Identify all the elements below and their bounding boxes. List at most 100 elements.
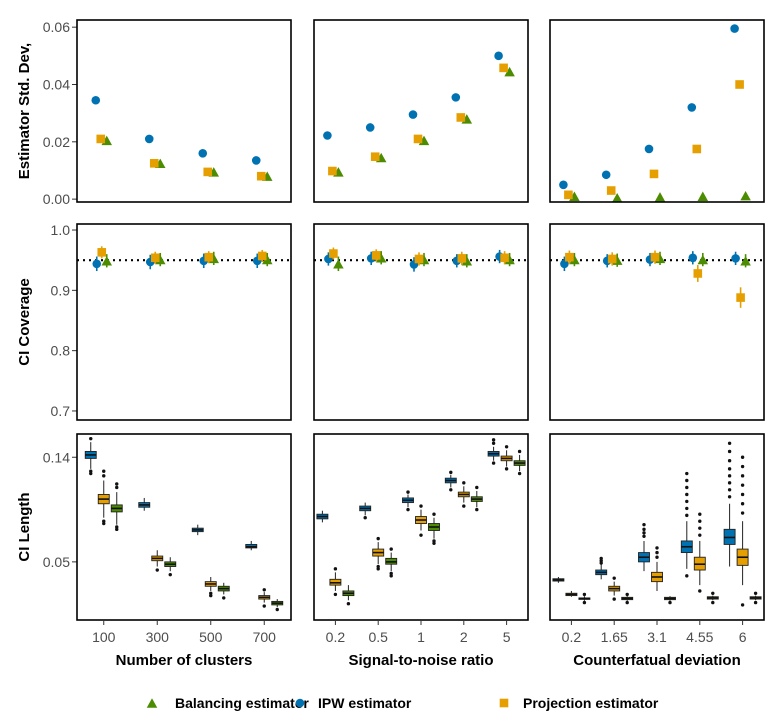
- outlier: [209, 593, 213, 598]
- box-ipw: [552, 576, 565, 583]
- outlier: [727, 488, 732, 492]
- outlier: [491, 461, 496, 465]
- outlier: [599, 561, 603, 565]
- data-point-ipw: [198, 148, 208, 158]
- legend-marker-ipw: [295, 698, 305, 708]
- y-tick-label: 0.8: [51, 343, 71, 359]
- outlier: [168, 572, 172, 577]
- data-point-ipw: [451, 93, 461, 102]
- data-point-ipw: [323, 131, 332, 140]
- box-ipw: [638, 522, 650, 572]
- panel-border: [549, 433, 765, 621]
- x-tick-label: 1.65: [601, 629, 628, 645]
- outlier: [462, 504, 466, 508]
- box-balancing: [621, 592, 634, 605]
- data-point-ipw: [494, 51, 503, 61]
- outlier: [115, 485, 119, 490]
- y-tick-label: 0.02: [43, 134, 70, 150]
- data-point-projection: [256, 171, 266, 181]
- outlier: [698, 533, 702, 537]
- outlier: [363, 516, 367, 520]
- outlier: [642, 531, 646, 535]
- data-point-balancing: [101, 256, 112, 266]
- y-tick-label: 0.05: [43, 554, 70, 570]
- y-tick-label: 0.14: [43, 449, 70, 465]
- outlier: [333, 567, 338, 571]
- data-point-projection: [96, 134, 106, 144]
- outlier: [406, 490, 410, 494]
- outlier: [449, 488, 453, 492]
- panel-r2-c2: [313, 223, 529, 421]
- outlier: [89, 436, 93, 441]
- x-tick-label: 0.2: [326, 629, 346, 645]
- outlier: [115, 525, 119, 529]
- data-point-balancing: [740, 256, 751, 266]
- x-tick-label: 2: [460, 629, 468, 645]
- box-balancing: [578, 592, 591, 605]
- data-point-projection: [607, 254, 617, 264]
- data-point-ipw: [560, 259, 569, 269]
- outlier: [711, 591, 715, 595]
- data-point-projection: [329, 249, 338, 258]
- data-point-ipw: [92, 259, 102, 269]
- outlier: [209, 591, 213, 595]
- data-point-ipw: [730, 24, 739, 33]
- x-tick-label: 100: [92, 629, 116, 645]
- outlier: [491, 441, 496, 445]
- outlier: [491, 438, 496, 442]
- box-projection: [151, 550, 164, 572]
- box-balancing: [664, 596, 676, 605]
- box-ipw: [723, 441, 736, 567]
- outlier: [419, 504, 423, 508]
- outlier: [102, 474, 106, 478]
- x-tick-label: 300: [146, 629, 170, 645]
- box-ipw: [359, 502, 372, 520]
- outlier: [376, 567, 380, 571]
- data-point-balancing: [504, 66, 515, 77]
- outlier: [655, 550, 659, 555]
- panel-border: [76, 433, 292, 621]
- box-balancing: [271, 599, 284, 612]
- outlier: [740, 511, 745, 515]
- outlier: [376, 564, 380, 569]
- outlier: [698, 519, 702, 523]
- outlier: [599, 556, 603, 561]
- data-point-projection: [650, 252, 660, 262]
- outlier: [727, 474, 732, 478]
- outlier: [685, 499, 689, 504]
- panel-r3-c1: [76, 433, 292, 621]
- outlier: [685, 506, 689, 511]
- panel-border: [76, 19, 292, 203]
- outlier: [612, 576, 616, 580]
- data-point-balancing: [697, 191, 709, 201]
- outlier: [517, 449, 522, 454]
- data-point-projection: [413, 134, 423, 144]
- box-projection: [372, 536, 385, 571]
- outlier: [685, 492, 689, 497]
- outlier: [155, 568, 159, 572]
- data-point-ipw: [408, 110, 418, 119]
- outlier: [462, 481, 466, 485]
- outlier: [655, 555, 659, 559]
- data-point-balancing: [611, 192, 623, 203]
- x-tick-label: 3.1: [647, 629, 667, 645]
- box-balancing: [385, 547, 398, 578]
- legend-label-projection: Projection estimator: [523, 695, 659, 711]
- data-point-projection: [564, 190, 573, 200]
- outlier: [698, 526, 702, 530]
- outlier: [389, 547, 393, 551]
- x-axis-title: Number of clusters: [116, 652, 253, 669]
- panel-r1-c1: [76, 19, 292, 203]
- data-point-balancing: [740, 190, 751, 201]
- outlier: [612, 597, 616, 601]
- outlier: [406, 507, 410, 512]
- data-point-ipw: [144, 134, 154, 144]
- x-tick-label: 5: [503, 629, 511, 645]
- box-balancing: [164, 557, 177, 577]
- data-point-ipw: [731, 254, 740, 263]
- box-projection: [500, 445, 513, 471]
- y-tick-label: 0.7: [51, 403, 71, 419]
- outlier: [740, 483, 745, 487]
- data-point-projection: [370, 152, 380, 162]
- x-tick-label: 700: [253, 629, 277, 645]
